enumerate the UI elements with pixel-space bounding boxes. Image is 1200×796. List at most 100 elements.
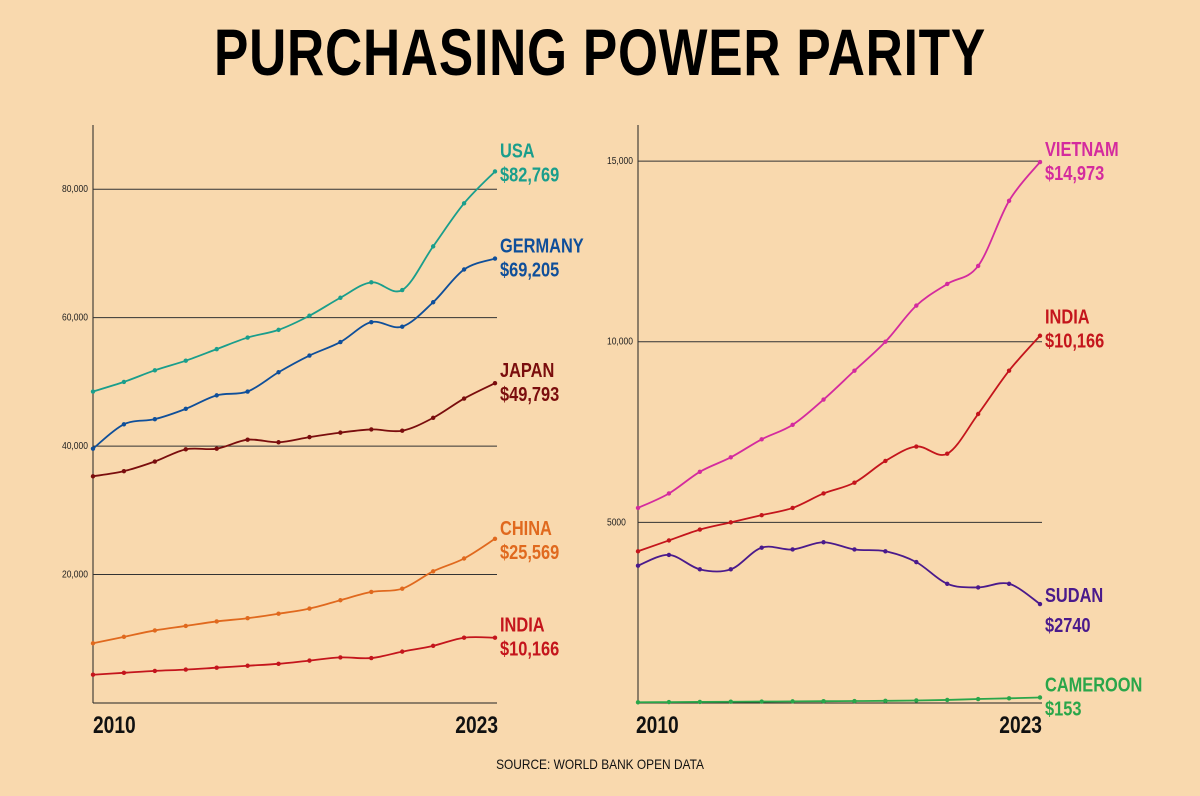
chart1-point-usa (461, 201, 467, 206)
chart1-line-china (92, 538, 496, 645)
chart2-point-india (728, 520, 733, 525)
chart1-point-china (400, 586, 405, 591)
chart2-point-cameroon (697, 699, 703, 705)
chart1-point-japan (400, 428, 405, 433)
chart2-point-vietnam (635, 505, 641, 511)
chart1-point-china (430, 569, 436, 574)
chart2-x-start-label: 2010 (636, 711, 679, 739)
chart1-point-india (121, 670, 127, 676)
chart2-point-cameroon (759, 699, 764, 704)
chart1-line-germany (92, 257, 496, 450)
chart2-point-sudan (945, 581, 950, 586)
chart1-point-germany (461, 267, 467, 272)
chart2-point-india (1006, 368, 1012, 373)
chart1-point-india (245, 663, 250, 668)
chart2-point-cameroon (728, 699, 733, 704)
chart2-point-sudan (852, 547, 857, 552)
chart2-point-india (1037, 333, 1043, 338)
chart1-point-china (90, 641, 96, 646)
chart2-point-india (975, 411, 981, 417)
chart2-series-name-vietnam: VIETNAM (1045, 138, 1119, 161)
chart1-point-usa (492, 169, 498, 174)
chart2-series-name-cameroon: CAMEROON (1045, 673, 1142, 696)
chart1-ytick-label: 60,000 (62, 312, 88, 323)
chart2-point-india (852, 480, 857, 485)
chart2-point-india (697, 527, 703, 532)
chart1-series-value-china: $25,569 (500, 540, 559, 563)
chart2-point-india (883, 458, 888, 464)
chart2-point-cameroon (883, 698, 888, 704)
chart2-point-vietnam (821, 397, 826, 402)
chart1-series-value-japan: $49,793 (500, 383, 559, 406)
chart1-series-value-usa: $82,769 (500, 163, 559, 186)
chart1-point-germany (121, 422, 127, 427)
chart1-point-japan (214, 446, 219, 451)
chart1-point-usa (430, 244, 436, 249)
chart2-point-cameroon (945, 697, 950, 703)
chart1-point-japan (430, 415, 436, 421)
chart2-point-sudan (697, 567, 703, 572)
chart1-point-china (461, 556, 467, 561)
chart1-point-china (307, 606, 312, 611)
chart2-point-india (790, 505, 795, 511)
chart2-point-sudan (1006, 581, 1012, 586)
chart1-point-china (369, 589, 374, 595)
chart1-ytick-label: 80,000 (62, 184, 88, 195)
chart2-point-india (821, 491, 826, 496)
chart1-point-india (90, 672, 96, 677)
chart1-point-india (369, 655, 374, 661)
chart2-ytick-label: 15,000 (607, 156, 633, 167)
chart2-point-sudan (914, 559, 919, 565)
chart1-point-germany (430, 300, 436, 305)
chart1-point-india (214, 665, 219, 670)
chart1-point-china (338, 598, 343, 603)
chart2-line-india (637, 335, 1041, 553)
chart1-point-china (276, 611, 281, 616)
chart1-point-germany (369, 319, 374, 325)
chart2-point-sudan (728, 567, 733, 572)
chart1-point-japan (369, 427, 374, 432)
chart2-point-sudan (883, 549, 888, 554)
chart1-point-usa (338, 295, 343, 300)
chart2-point-india (666, 538, 672, 543)
chart1-point-germany (214, 393, 219, 398)
chart1-point-usa (400, 287, 405, 293)
chart2-point-cameroon (975, 696, 981, 702)
chart2-point-sudan (635, 563, 641, 568)
chart2-point-vietnam (852, 368, 857, 373)
chart2-line-cameroon (637, 696, 1041, 704)
chart1-point-japan (338, 430, 343, 435)
chart1-point-india (307, 658, 312, 663)
chart2-series-value-india: $10,166 (1045, 329, 1104, 352)
chart1-point-germany (276, 370, 281, 375)
chart2-point-vietnam (697, 469, 703, 474)
source-note: SOURCE: WORLD BANK OPEN DATA (496, 756, 704, 772)
chart1-point-japan (152, 459, 158, 464)
chart2-series-value-cameroon: $153 (1045, 697, 1081, 720)
chart2-x-end-label: 2023 (999, 711, 1042, 739)
chart1-ytick-label: 20,000 (62, 569, 88, 580)
chart1-point-germany (183, 406, 188, 412)
chart1-point-germany (400, 324, 405, 329)
chart2-point-cameroon (790, 699, 795, 704)
chart1-point-japan (245, 437, 250, 442)
chart1-x-end-label: 2023 (455, 711, 498, 739)
chart2-point-sudan (790, 547, 795, 552)
chart1-line-india (92, 636, 496, 676)
chart2-line-sudan (637, 541, 1041, 605)
chart1-series-name-china: CHINA (500, 516, 552, 539)
chart1-point-china (492, 536, 498, 541)
chart2-point-vietnam (945, 281, 950, 287)
chart1-point-india (492, 635, 498, 640)
chart1-point-japan (276, 440, 281, 445)
chart1-point-japan (461, 396, 467, 401)
chart1-point-usa (121, 379, 127, 385)
chart1-ytick-label: 40,000 (62, 440, 88, 451)
chart2-point-cameroon (821, 698, 826, 704)
chart2-point-sudan (759, 545, 764, 550)
chart2-series-value-vietnam: $14,973 (1045, 162, 1104, 185)
chart2-point-vietnam (790, 422, 795, 428)
chart1-point-india (400, 649, 405, 654)
chart1-point-usa (90, 389, 96, 394)
chart2-point-india (635, 549, 641, 554)
